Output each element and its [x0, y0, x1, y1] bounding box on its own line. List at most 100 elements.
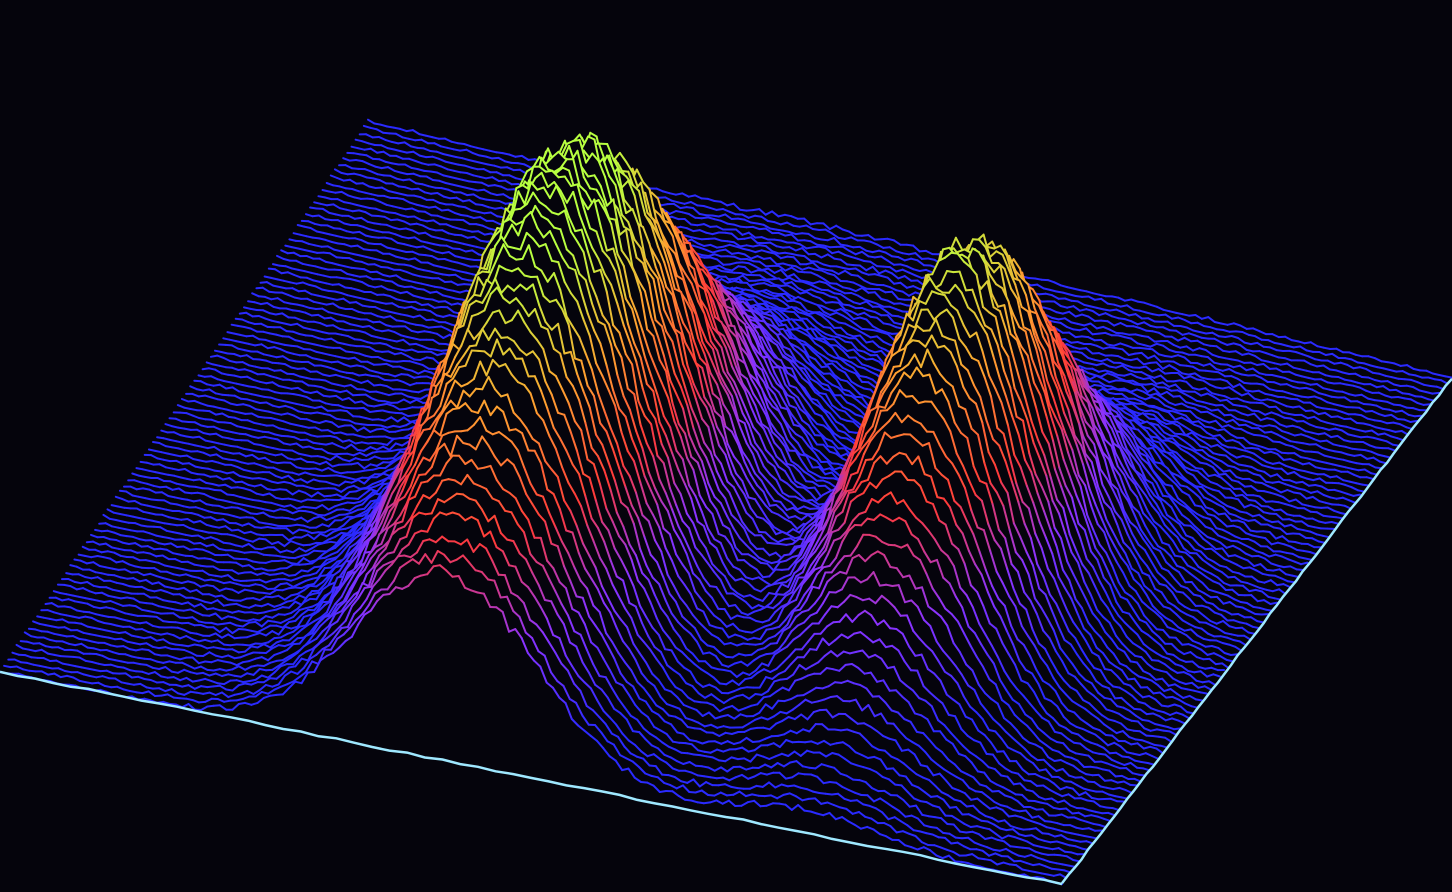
- profile-segment: [478, 154, 487, 158]
- profile-segment: [352, 152, 362, 156]
- profile-segment: [685, 206, 695, 209]
- profile-segment: [1055, 290, 1064, 294]
- profile-segment: [391, 182, 400, 188]
- profile-segment: [809, 260, 819, 263]
- profile-segment: [777, 213, 786, 218]
- profile-segment: [760, 236, 769, 241]
- profile-segment: [739, 225, 748, 229]
- profile-segment: [416, 168, 426, 172]
- profile-segment: [1284, 357, 1293, 362]
- profile-segment: [1196, 362, 1205, 367]
- profile-segment: [1174, 351, 1184, 354]
- profile-segment: [754, 236, 763, 239]
- profile-segment: [912, 285, 921, 290]
- profile-segment: [779, 255, 789, 260]
- profile-segment: [1091, 332, 1100, 336]
- profile-segment: [801, 247, 810, 256]
- profile-segment: [852, 281, 861, 287]
- profile-segment: [392, 126, 402, 130]
- profile-segment: [715, 245, 725, 249]
- profile-segment: [495, 171, 504, 177]
- profile-segment: [1179, 364, 1188, 367]
- profile-segment: [431, 179, 441, 182]
- profile-segment: [696, 204, 705, 207]
- profile-segment: [1132, 308, 1141, 312]
- profile-segment: [1267, 339, 1276, 344]
- profile-segment: [1262, 383, 1271, 391]
- profile-segment: [901, 290, 910, 297]
- profile-segment: [1202, 325, 1212, 329]
- profile-segment: [380, 144, 389, 150]
- profile-segment: [1348, 351, 1357, 356]
- profile-segment: [372, 177, 381, 182]
- profile-segment: [485, 198, 494, 202]
- profile-segment: [1093, 297, 1103, 301]
- profile-segment: [368, 185, 377, 189]
- profile-segment: [1128, 313, 1137, 317]
- profile-segment: [1316, 345, 1325, 349]
- profile-segment: [1287, 392, 1297, 397]
- profile-segment: [1222, 329, 1231, 333]
- profile-segment: [730, 251, 740, 255]
- profile-occluder: [363, 125, 1448, 386]
- profile-segment: [1367, 355, 1376, 360]
- profile-segment: [893, 239, 902, 246]
- profile-segment: [491, 199, 501, 202]
- profile-segment: [1363, 362, 1372, 367]
- profile-segment: [863, 279, 872, 285]
- profile-segment: [1138, 346, 1147, 350]
- profile-segment: [1098, 312, 1107, 317]
- profile-segment: [1275, 389, 1284, 393]
- profile-segment: [472, 174, 481, 178]
- profile-segment: [739, 208, 748, 212]
- profile-segment: [850, 236, 859, 242]
- profile-segment: [1271, 354, 1280, 359]
- profile-segment: [444, 160, 453, 165]
- profile-segment: [1147, 354, 1156, 360]
- profile-segment: [436, 192, 445, 198]
- profile-segment: [1251, 367, 1261, 375]
- profile-segment: [464, 206, 473, 212]
- profile-segment: [848, 267, 857, 271]
- profile-segment: [799, 243, 808, 250]
- profile-segment: [790, 215, 799, 220]
- profile-segment: [1049, 308, 1058, 314]
- profile-segment: [875, 265, 885, 268]
- profile-segment: [384, 160, 394, 165]
- profile-segment: [1181, 351, 1190, 356]
- profile-segment: [741, 213, 750, 219]
- profile-segment: [1098, 293, 1107, 298]
- profile-segment: [1076, 341, 1085, 345]
- profile-segment: [880, 274, 889, 279]
- profile-segment: [905, 285, 915, 289]
- profile-segment: [1412, 386, 1421, 392]
- profile-segment: [1061, 291, 1071, 296]
- profile-segment: [1126, 304, 1135, 311]
- profile-segment: [476, 146, 485, 151]
- profile-segment: [1292, 386, 1301, 390]
- profile-segment: [1102, 325, 1111, 331]
- profile-segment: [1217, 355, 1227, 360]
- profile-segment: [841, 245, 851, 252]
- profile-segment: [707, 216, 716, 221]
- profile-segment: [1243, 341, 1252, 346]
- profile-segment: [410, 145, 419, 149]
- profile-segment: [1162, 308, 1171, 313]
- profile-segment: [1382, 367, 1391, 371]
- profile-segment: [1377, 412, 1386, 417]
- profile-segment: [803, 217, 812, 226]
- profile-segment: [1369, 403, 1378, 407]
- profile-segment: [1256, 363, 1265, 366]
- profile-segment: [1079, 289, 1088, 293]
- profile-segment: [1202, 362, 1211, 367]
- profile-segment: [405, 150, 415, 154]
- profile-segment: [1309, 363, 1319, 368]
- profile-segment: [797, 254, 806, 258]
- profile-segment: [1330, 395, 1340, 399]
- profile-segment: [1204, 369, 1214, 373]
- profile-segment: [1431, 372, 1441, 376]
- profile-segment: [1339, 361, 1349, 366]
- profile-segment: [1403, 378, 1413, 381]
- profile-segment: [1089, 305, 1098, 309]
- profile-segment: [472, 193, 481, 200]
